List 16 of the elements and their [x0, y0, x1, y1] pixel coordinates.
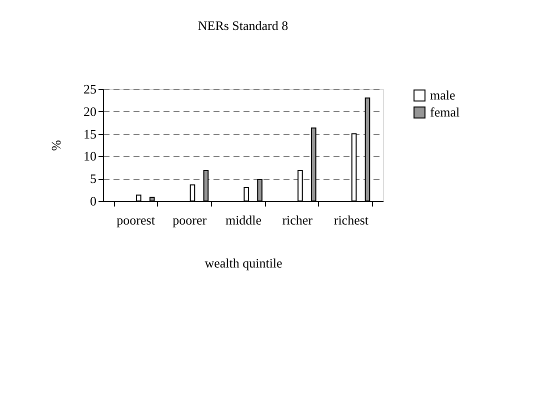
x-tick-label: middle	[225, 212, 262, 228]
y-tick-label: 25	[84, 82, 96, 96]
y-tick-label: 5	[90, 171, 96, 186]
x-axis-title: wealth quintile	[204, 256, 283, 270]
x-tick-label: poorer	[172, 212, 208, 228]
y-tick-label: 0	[90, 194, 96, 208]
legend-label: male	[430, 88, 456, 102]
x-tick-label: richest	[334, 212, 369, 228]
y-axis-title: %	[48, 140, 64, 151]
chart-title: NERs Standard 8	[198, 18, 288, 33]
x-tick-label: poorest	[116, 212, 156, 228]
y-tick-label: 20	[84, 104, 96, 119]
x-tick-label: richer	[282, 212, 314, 228]
y-tick-label: 10	[84, 148, 96, 164]
legend-label: femal	[430, 104, 460, 120]
y-tick-label: 15	[84, 126, 96, 142]
